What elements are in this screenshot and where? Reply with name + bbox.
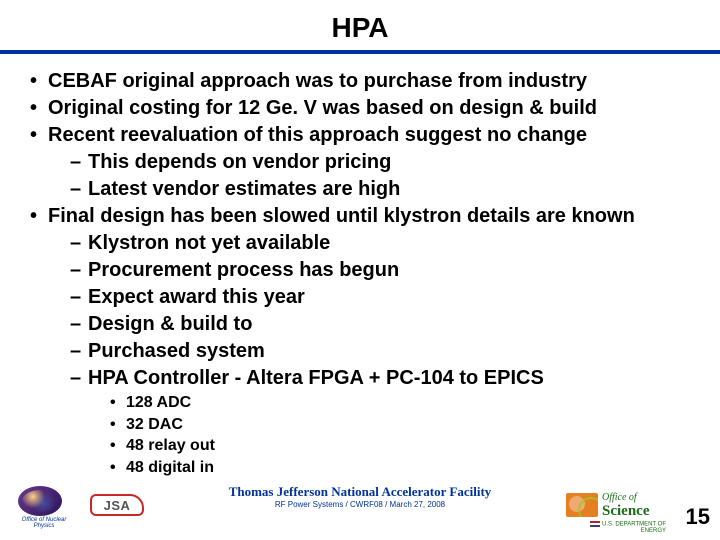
list-item: 48 relay out xyxy=(110,435,700,457)
bullet-text: 48 relay out xyxy=(126,437,215,454)
bullet-text: 32 DAC xyxy=(126,416,183,433)
list-item: HPA Controller - Altera FPGA + PC-104 to… xyxy=(70,365,700,478)
slide-title: HPA xyxy=(0,0,720,44)
jsa-logo: JSA xyxy=(90,494,144,522)
page-number: 15 xyxy=(686,504,710,530)
bullet-text: This depends on vendor pricing xyxy=(88,151,391,173)
list-item: Original costing for 12 Ge. V was based … xyxy=(30,95,700,122)
list-item: Latest vendor estimates are high xyxy=(70,176,700,203)
bullet-list: CEBAF original approach was to purchase … xyxy=(30,68,700,478)
list-item: Final design has been slowed until klyst… xyxy=(30,203,700,478)
bullet-text: Procurement process has begun xyxy=(88,259,399,281)
bullet-text: Final design has been slowed until klyst… xyxy=(48,205,635,227)
title-underline xyxy=(0,50,720,54)
list-item: 128 ADC xyxy=(110,392,700,414)
bullet-text: 48 digital in xyxy=(126,459,214,476)
list-item: This depends on vendor pricing xyxy=(70,149,700,176)
bullet-text: Original costing for 12 Ge. V was based … xyxy=(48,97,597,119)
list-item: Procurement process has begun xyxy=(70,257,700,284)
flag-icon xyxy=(590,521,600,527)
list-item: Recent reevaluation of this approach sug… xyxy=(30,122,700,203)
bullet-text: Recent reevaluation of this approach sug… xyxy=(48,124,587,146)
slide-body: CEBAF original approach was to purchase … xyxy=(0,68,720,478)
office-of-text: Office of xyxy=(602,492,637,503)
list-item: 48 digital in xyxy=(110,457,700,479)
planet-icon xyxy=(18,486,62,516)
bullet-text: Purchased system xyxy=(88,340,265,362)
nuclear-physics-label: Office of Nuclear Physics xyxy=(18,517,70,529)
bullet-text: CEBAF original approach was to purchase … xyxy=(48,70,587,92)
bullet-text: Expect award this year xyxy=(88,286,305,308)
nuclear-physics-logo: Office of Nuclear Physics xyxy=(18,486,70,524)
science-text: Science xyxy=(602,503,649,519)
list-item: Design & build to xyxy=(70,311,700,338)
bullet-text: Klystron not yet available xyxy=(88,232,330,254)
list-item: Purchased system xyxy=(70,338,700,365)
bullet-text: HPA Controller - Altera FPGA + PC-104 to… xyxy=(88,367,544,389)
list-item: 32 DAC xyxy=(110,414,700,436)
bullet-text: Latest vendor estimates are high xyxy=(88,178,400,200)
jsa-text: JSA xyxy=(104,498,131,513)
bullet-text: 128 ADC xyxy=(126,394,191,411)
footer-sub: RF Power Systems / CWRF08 / March 27, 20… xyxy=(229,500,492,509)
list-item: Expect award this year xyxy=(70,284,700,311)
bullet-text: Design & build to xyxy=(88,313,252,335)
science-mark-icon xyxy=(566,493,598,517)
footer-org: Thomas Jefferson National Accelerator Fa… xyxy=(229,484,492,500)
list-item: Klystron not yet available xyxy=(70,230,700,257)
doe-label: U.S. DEPARTMENT OF ENERGY xyxy=(566,521,666,534)
list-item: CEBAF original approach was to purchase … xyxy=(30,68,700,95)
office-of-science-logo: Office ofScience U.S. DEPARTMENT OF ENER… xyxy=(566,490,666,524)
slide-footer: Office of Nuclear Physics JSA Thomas Jef… xyxy=(0,478,720,534)
